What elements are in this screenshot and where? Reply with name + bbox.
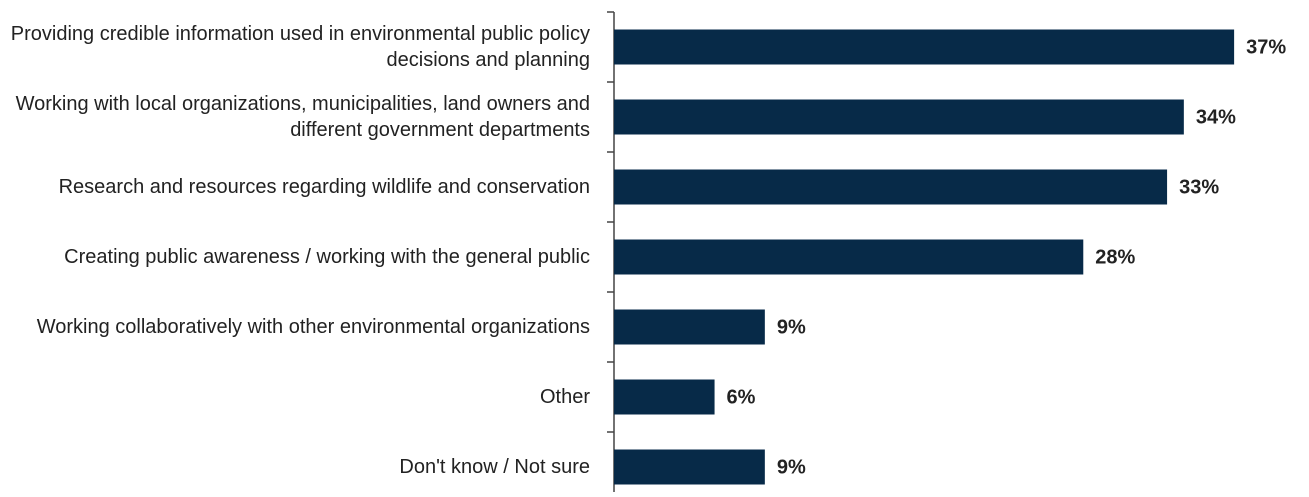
category-text: Research and resources regarding wildlif… <box>58 176 590 198</box>
category-label: Don't know / Not sure <box>0 432 590 497</box>
bar <box>614 29 1235 65</box>
bar <box>614 379 715 415</box>
data-label: 9% <box>777 316 806 338</box>
data-label: 6% <box>727 386 756 408</box>
category-text: Working collaboratively with other envir… <box>36 316 590 338</box>
bar <box>614 309 765 345</box>
category-label: Research and resources regarding wildlif… <box>0 152 590 222</box>
bar <box>614 449 765 485</box>
data-label: 37% <box>1246 36 1286 58</box>
category-label: Providing credible information used in e… <box>0 12 590 82</box>
category-text: Working with local organizations, munici… <box>15 93 590 141</box>
bar <box>614 239 1084 275</box>
category-text: Creating public awareness / working with… <box>64 246 590 268</box>
category-text: Providing credible information used in e… <box>10 23 590 71</box>
data-label: 28% <box>1095 246 1135 268</box>
category-label: Working with local organizations, munici… <box>0 82 590 152</box>
data-label: 9% <box>777 456 806 478</box>
bar <box>614 169 1168 205</box>
data-label: 33% <box>1179 176 1219 198</box>
category-label: Other <box>0 362 590 432</box>
category-label: Working collaboratively with other envir… <box>0 292 590 362</box>
data-label: 34% <box>1196 106 1236 128</box>
bar <box>614 99 1184 135</box>
category-label: Creating public awareness / working with… <box>0 222 590 292</box>
category-text: Don't know / Not sure <box>399 456 590 478</box>
category-text: Other <box>539 386 590 408</box>
